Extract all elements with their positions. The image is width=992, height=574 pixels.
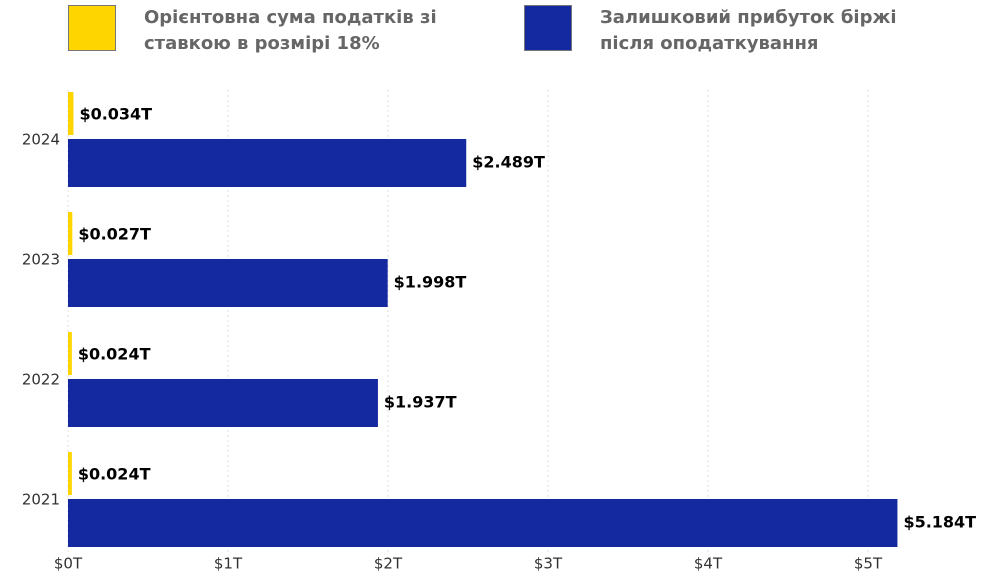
x-tick-label: $2T: [374, 555, 403, 573]
y-tick-label: 2024: [22, 131, 60, 149]
x-tick-label: $0T: [54, 555, 83, 573]
data-label: $0.027T: [78, 225, 151, 244]
x-tick-label: $1T: [214, 555, 243, 573]
y-tick-label: 2022: [22, 371, 60, 389]
data-label: $1.937T: [384, 393, 457, 412]
x-tick-label: $5T: [854, 555, 883, 573]
bar: [68, 332, 72, 375]
data-label: $0.024T: [78, 345, 151, 364]
bar: [68, 92, 74, 135]
data-label: $1.998T: [394, 273, 467, 292]
legend-item: Орієнтовна сума податків зі ставкою в ро…: [68, 5, 488, 57]
legend-swatch: [68, 5, 116, 51]
legend-label: Залишковий прибуток біржі після оподатку…: [600, 7, 897, 54]
y-tick-label: 2023: [22, 251, 60, 269]
y-tick-label: 2021: [22, 491, 60, 509]
bar: [68, 452, 72, 495]
data-label: $0.034T: [79, 105, 152, 124]
bar: [68, 379, 378, 427]
bar: [68, 499, 898, 547]
legend-swatch: [524, 5, 572, 51]
bar: [68, 139, 467, 187]
legend-label: Орієнтовна сума податків зі ставкою в ро…: [144, 7, 437, 54]
bar: [68, 259, 388, 307]
data-label: $0.024T: [78, 465, 151, 484]
bar: [68, 212, 73, 255]
data-label: $2.489T: [472, 153, 545, 172]
data-label: $5.184T: [903, 513, 976, 532]
x-tick-label: $4T: [694, 555, 723, 573]
legend-item: Залишковий прибуток біржі після оподатку…: [524, 5, 984, 57]
x-tick-label: $3T: [534, 555, 563, 573]
